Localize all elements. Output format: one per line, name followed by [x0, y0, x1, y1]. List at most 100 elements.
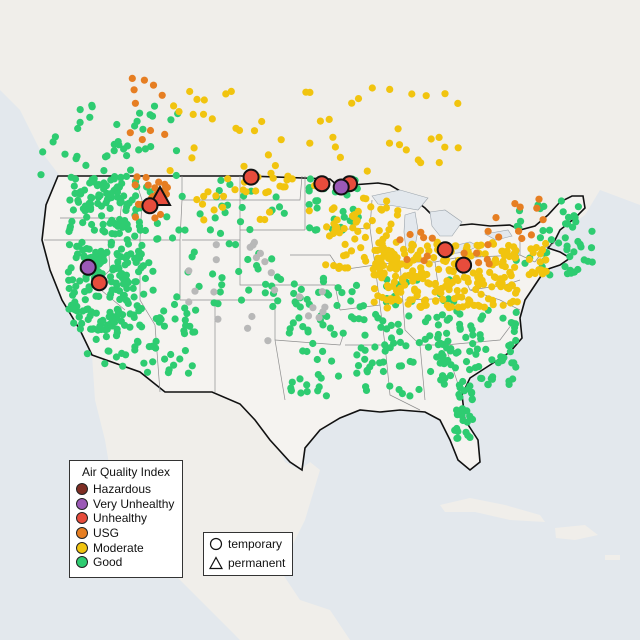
- monitor-point[interactable]: [507, 341, 515, 349]
- monitor-point[interactable]: [184, 369, 193, 377]
- monitor-point[interactable]: [453, 434, 461, 442]
- monitor-point[interactable]: [562, 220, 570, 228]
- monitor-point[interactable]: [210, 288, 218, 296]
- monitor-point[interactable]: [396, 328, 404, 336]
- monitor-point[interactable]: [271, 286, 279, 294]
- monitor-point[interactable]: [434, 341, 442, 349]
- monitor-point[interactable]: [383, 281, 391, 290]
- monitor-point[interactable]: [186, 87, 194, 96]
- monitor-point[interactable]: [489, 240, 498, 248]
- monitor-point[interactable]: [303, 381, 311, 389]
- monitor-point[interactable]: [167, 116, 175, 124]
- monitor-point[interactable]: [379, 367, 387, 376]
- monitor-point[interactable]: [433, 353, 441, 361]
- monitor-point[interactable]: [71, 189, 79, 198]
- monitor-point[interactable]: [386, 382, 394, 390]
- monitor-point[interactable]: [97, 325, 105, 334]
- monitor-point[interactable]: [309, 304, 317, 312]
- monitor-point[interactable]: [64, 268, 72, 276]
- monitor-point[interactable]: [383, 296, 391, 304]
- monitor-point[interactable]: [387, 220, 395, 228]
- monitor-point[interactable]: [489, 301, 497, 309]
- monitor-point[interactable]: [483, 255, 491, 264]
- monitor-point[interactable]: [370, 271, 378, 279]
- monitor-point[interactable]: [385, 226, 393, 234]
- monitor-point[interactable]: [79, 307, 87, 315]
- monitor-point[interactable]: [136, 226, 144, 234]
- monitor-point[interactable]: [439, 352, 447, 360]
- monitor-point[interactable]: [267, 269, 275, 277]
- monitor-point[interactable]: [172, 147, 181, 155]
- monitor-point[interactable]: [199, 110, 208, 118]
- monitor-point[interactable]: [360, 253, 368, 262]
- monitor-point[interactable]: [506, 348, 514, 356]
- monitor-point[interactable]: [539, 268, 547, 276]
- monitor-point[interactable]: [87, 204, 95, 212]
- monitor-point[interactable]: [588, 258, 596, 266]
- monitor-point[interactable]: [338, 289, 346, 297]
- monitor-point[interactable]: [353, 351, 361, 359]
- monitor-point[interactable]: [587, 244, 596, 252]
- monitor-point[interactable]: [525, 255, 534, 263]
- monitor-point[interactable]: [439, 295, 447, 303]
- monitor-point[interactable]: [422, 92, 430, 100]
- monitor-point[interactable]: [325, 232, 334, 240]
- monitor-point[interactable]: [340, 213, 348, 221]
- monitor-point[interactable]: [99, 316, 107, 324]
- monitor-point[interactable]: [139, 262, 147, 270]
- large-monitor-circle[interactable]: [313, 175, 331, 193]
- monitor-point[interactable]: [160, 322, 168, 330]
- monitor-point[interactable]: [421, 318, 430, 326]
- monitor-point[interactable]: [145, 259, 153, 267]
- monitor-point[interactable]: [441, 90, 449, 98]
- monitor-point[interactable]: [280, 209, 288, 217]
- monitor-point[interactable]: [395, 362, 403, 370]
- monitor-point[interactable]: [428, 234, 436, 242]
- monitor-point[interactable]: [138, 136, 146, 144]
- monitor-point[interactable]: [71, 175, 80, 183]
- monitor-point[interactable]: [322, 392, 330, 400]
- monitor-point[interactable]: [141, 226, 149, 235]
- monitor-point[interactable]: [453, 287, 461, 295]
- monitor-point[interactable]: [122, 206, 130, 214]
- monitor-point[interactable]: [137, 305, 145, 313]
- monitor-point[interactable]: [193, 95, 201, 103]
- monitor-point[interactable]: [328, 205, 336, 213]
- monitor-point[interactable]: [475, 363, 483, 371]
- monitor-point[interactable]: [396, 236, 404, 244]
- monitor-point[interactable]: [434, 321, 442, 329]
- large-monitor-circle[interactable]: [436, 241, 454, 259]
- monitor-point[interactable]: [108, 216, 116, 224]
- large-monitor-circle[interactable]: [90, 274, 108, 292]
- monitor-point[interactable]: [393, 211, 401, 219]
- monitor-point[interactable]: [68, 217, 76, 226]
- monitor-point[interactable]: [297, 389, 305, 397]
- monitor-point[interactable]: [127, 166, 135, 174]
- monitor-point[interactable]: [443, 277, 451, 285]
- monitor-point[interactable]: [138, 241, 146, 249]
- monitor-point[interactable]: [72, 282, 80, 290]
- monitor-point[interactable]: [468, 395, 476, 403]
- monitor-point[interactable]: [353, 369, 361, 377]
- monitor-point[interactable]: [140, 359, 148, 367]
- monitor-point[interactable]: [151, 184, 159, 192]
- monitor-point[interactable]: [339, 329, 347, 337]
- monitor-point[interactable]: [304, 312, 313, 320]
- monitor-point[interactable]: [319, 347, 327, 355]
- monitor-point[interactable]: [354, 95, 363, 103]
- monitor-point[interactable]: [359, 302, 367, 310]
- monitor-point[interactable]: [175, 226, 183, 234]
- monitor-point[interactable]: [216, 288, 224, 296]
- monitor-point[interactable]: [117, 173, 125, 181]
- monitor-point[interactable]: [395, 386, 403, 394]
- monitor-point[interactable]: [211, 214, 219, 222]
- monitor-point[interactable]: [334, 372, 343, 380]
- monitor-point[interactable]: [539, 216, 547, 224]
- monitor-point[interactable]: [188, 362, 196, 370]
- monitor-point[interactable]: [133, 117, 141, 125]
- monitor-point[interactable]: [481, 250, 489, 258]
- monitor-point[interactable]: [192, 306, 200, 314]
- monitor-point[interactable]: [580, 256, 588, 264]
- monitor-point[interactable]: [92, 292, 100, 300]
- monitor-point[interactable]: [385, 252, 393, 260]
